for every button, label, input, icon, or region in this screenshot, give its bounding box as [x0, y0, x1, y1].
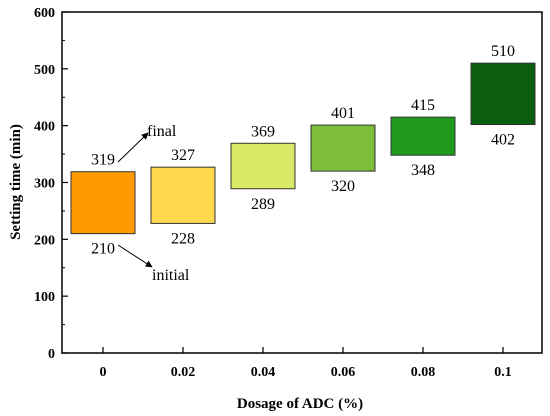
initial-value-label: 348 — [411, 162, 435, 179]
final-arrow — [117, 132, 149, 163]
initial-annotation: initial — [117, 244, 190, 284]
initial-arrow — [117, 244, 153, 268]
y-tick-label: 100 — [34, 290, 55, 305]
y-tick-label: 400 — [34, 120, 55, 135]
y-tick-label: 600 — [34, 6, 55, 21]
x-tick-label: 0.06 — [331, 365, 356, 380]
range-bar — [310, 124, 376, 172]
x-tick-label: 0.02 — [171, 365, 196, 380]
x-tick-label: 0 — [100, 365, 107, 380]
initial-value-label: 320 — [331, 178, 355, 195]
initial-value-label: 210 — [91, 241, 115, 258]
range-bar — [150, 166, 216, 224]
initial-value-label: 228 — [171, 230, 195, 247]
initial-value-label: 402 — [491, 132, 515, 149]
x-axis: 0 0.02 0.04 0.06 0.08 0.1 — [100, 347, 512, 380]
y-axis-title: Setting time (min) — [8, 124, 24, 240]
final-value-label: 415 — [411, 97, 435, 114]
x-tick-label: 0.04 — [251, 365, 276, 380]
final-value-label: 319 — [91, 152, 115, 169]
bars-layer — [70, 62, 536, 235]
final-value-label: 401 — [331, 105, 355, 122]
initial-annotation-label: initial — [152, 267, 190, 284]
range-bar — [70, 171, 136, 235]
final-value-label: 369 — [251, 123, 275, 140]
x-tick-label: 0.1 — [494, 365, 512, 380]
final-annotation: final — [117, 123, 177, 163]
final-value-label: 510 — [491, 43, 515, 60]
final-value-label: 327 — [171, 147, 195, 164]
y-tick-label: 200 — [34, 233, 55, 248]
range-bar — [390, 116, 456, 156]
final-annotation-label: final — [147, 123, 177, 140]
y-tick-label: 0 — [48, 347, 55, 362]
initial-value-label: 289 — [251, 196, 275, 213]
x-tick-label: 0.08 — [411, 365, 436, 380]
range-bar — [230, 142, 296, 190]
data-labels-layer: 319 210 327 228 369 289 401 320 415 348 510 402 — [91, 43, 515, 258]
range-bar — [470, 62, 536, 126]
y-tick-label: 500 — [34, 63, 55, 78]
y-tick-label: 300 — [34, 177, 55, 192]
x-axis-title: Dosage of ADC (%) — [237, 396, 363, 412]
y-axis: 0 100 200 300 400 500 600 — [34, 6, 68, 362]
